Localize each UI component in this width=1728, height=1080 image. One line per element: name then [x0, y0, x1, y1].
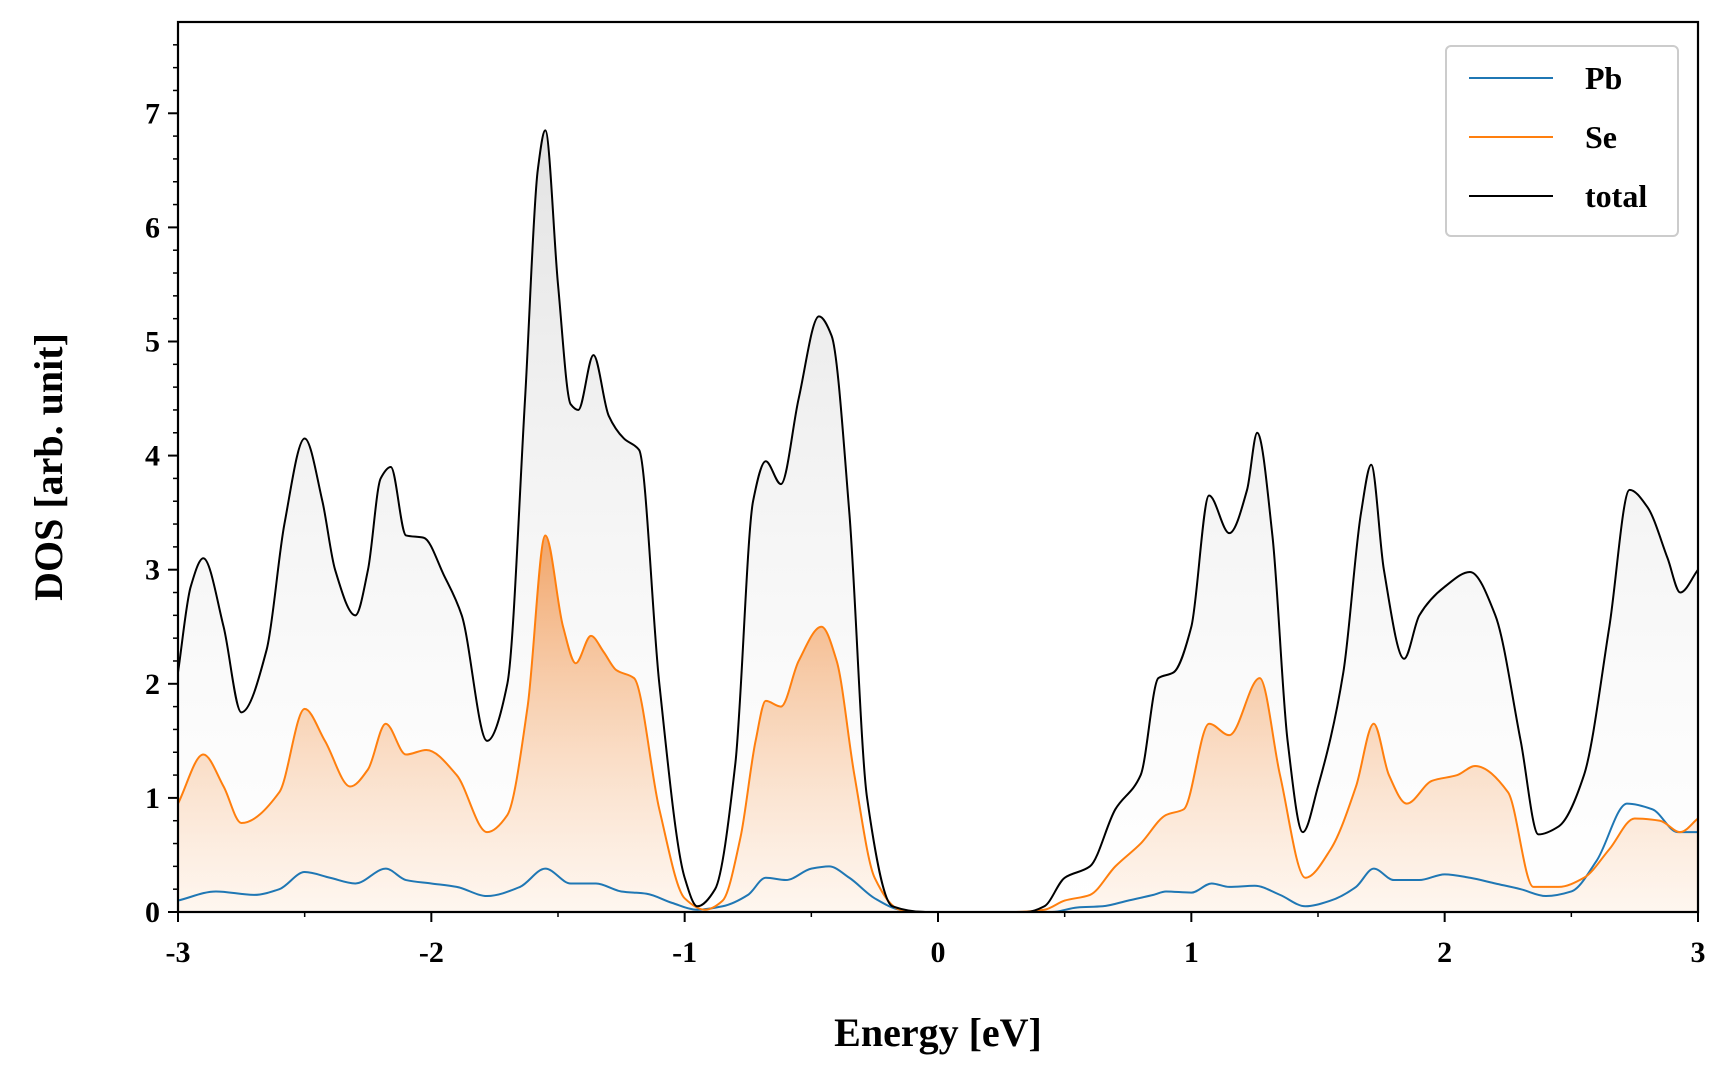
x-tick-label: 1	[1184, 936, 1199, 969]
x-axis: -3 -2 -1 0 1 2 3	[166, 912, 1706, 969]
x-axis-title: Energy [eV]	[834, 1010, 1042, 1055]
series-lines	[178, 129, 1698, 912]
y-axis: 0 1 2 3 4 5 6 7	[145, 44, 178, 929]
y-tick-label: 0	[145, 896, 160, 929]
y-axis-title: DOS [arb. unit]	[26, 333, 71, 601]
x-tick-label: 0	[931, 936, 946, 969]
series-line-se	[178, 534, 1698, 912]
legend-label: Se	[1585, 119, 1617, 155]
legend-label: total	[1585, 178, 1647, 214]
y-tick-label: 3	[145, 554, 160, 587]
x-tick-label: -1	[672, 936, 697, 969]
series-line-total	[178, 129, 1698, 912]
x-tick-label: -2	[419, 936, 444, 969]
y-tick-label: 1	[145, 782, 160, 815]
y-tick-label: 5	[145, 325, 160, 358]
legend-label: Pb	[1585, 60, 1622, 96]
legend-frame	[1445, 45, 1679, 237]
legend-item-pb: Pb	[1469, 60, 1622, 96]
series-fills	[178, 130, 1698, 912]
y-tick-label: 6	[145, 211, 160, 244]
y-tick-label: 7	[145, 97, 160, 130]
y-tick-label: 2	[145, 668, 160, 701]
x-tick-label: 2	[1437, 936, 1452, 969]
x-tick-label: -3	[166, 936, 191, 969]
y-tick-label: 4	[145, 440, 160, 473]
legend: Pb Se total	[1445, 45, 1679, 237]
series-line-pb	[178, 802, 1698, 912]
series-fill-se	[178, 535, 1698, 912]
legend-item-total: total	[1469, 178, 1647, 214]
x-tick-label: 3	[1691, 936, 1706, 969]
legend-item-se: Se	[1469, 119, 1617, 155]
